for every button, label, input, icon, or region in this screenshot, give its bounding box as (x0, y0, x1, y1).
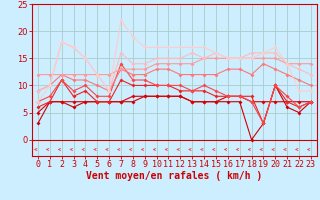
X-axis label: Vent moyen/en rafales ( km/h ): Vent moyen/en rafales ( km/h ) (86, 171, 262, 181)
